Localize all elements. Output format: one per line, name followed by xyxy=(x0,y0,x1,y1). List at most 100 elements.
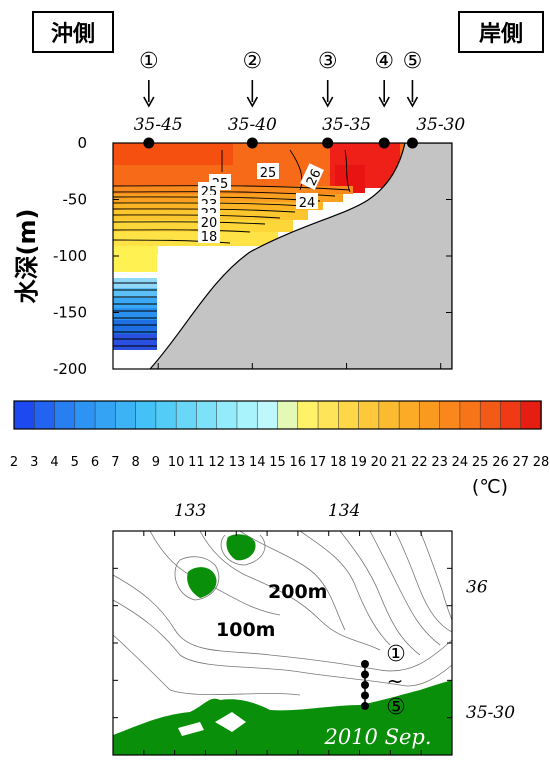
colorbar-tick-label: 14 xyxy=(249,455,266,470)
seafloor xyxy=(149,143,452,369)
colorbar-swatch xyxy=(459,400,481,430)
station-arrow-head xyxy=(322,96,334,108)
unit-label: (℃) xyxy=(472,476,508,498)
map-station-dot xyxy=(361,691,369,700)
contour-label-100m: 100m xyxy=(216,619,275,641)
map-station-end: ⑤ xyxy=(386,695,406,720)
map-ticks: 133 134 36 35-30 xyxy=(112,501,515,756)
isotherm-label-bg xyxy=(198,213,220,229)
isotherm-label: 24 xyxy=(299,196,316,211)
y-tick-label: -100 xyxy=(53,247,87,265)
colorbar-tick-label: 10 xyxy=(168,455,185,470)
colorbar: 2 3 4 5 6 7 8 9 10 11 12 13 14 15 16 17 18 19 20 21 22 23 24 25… xyxy=(10,400,549,470)
colorbar-swatch xyxy=(338,400,360,430)
colorbar-tick-label: 27 xyxy=(512,455,529,470)
map-station-tilde: ~ xyxy=(387,669,404,693)
y-tick-label: -50 xyxy=(63,191,88,209)
map-station-start: ① xyxy=(386,642,406,667)
colorbar-swatch xyxy=(378,400,400,430)
isotherm-label-group: 18 xyxy=(198,227,220,245)
colorbar-swatch xyxy=(135,400,157,430)
x-tick-label: 35-35 xyxy=(322,115,371,135)
temperature-field xyxy=(113,143,452,369)
colorbar-tick-label: 5 xyxy=(71,455,79,470)
offshore-label: 沖側 xyxy=(51,22,95,47)
y-tick-label: 0 xyxy=(77,134,87,152)
colorbar-swatch xyxy=(94,400,117,430)
colorbar-swatch xyxy=(74,400,96,430)
contour-label-200m: 200m xyxy=(268,581,327,603)
x-tick-label: 35-30 xyxy=(416,115,465,135)
section-plot: 35-45 35-40 35-35 35-30 0 -50 -100 -150 -200 25… xyxy=(13,115,465,378)
colorbar-tick-label: 22 xyxy=(411,455,428,470)
station-arrow-head xyxy=(378,96,390,108)
location-map: 133 134 36 35-30 200m 100m ① ~ ⑤ 2010 Sep. xyxy=(112,501,515,756)
island-dogo xyxy=(187,567,217,598)
station-number: ⑤ xyxy=(403,49,423,74)
colorbar-tick-label: 26 xyxy=(492,455,509,470)
station-number: ④ xyxy=(374,49,394,74)
colorbar-tick-label: 18 xyxy=(330,455,347,470)
colorbar-swatch xyxy=(500,400,522,430)
station-number: ③ xyxy=(318,49,338,74)
x-tick-label: 35-45 xyxy=(134,115,183,135)
colorbar-tick-label: 12 xyxy=(208,455,225,470)
colorbar-frame xyxy=(13,400,542,430)
map-lat-label: 35-30 xyxy=(466,703,515,723)
station-dot xyxy=(322,137,334,149)
colorbar-swatch xyxy=(439,400,461,430)
colorbar-tick-label: 7 xyxy=(111,455,119,470)
colorbar-swatch xyxy=(317,400,340,430)
isotherm-label-bg xyxy=(296,193,318,209)
colorbar-tick-label: 8 xyxy=(131,455,139,470)
colorbar-swatch xyxy=(196,400,218,430)
station-arrow-head xyxy=(143,96,155,108)
colorbar-tick-label: 15 xyxy=(269,455,286,470)
map-station-dot xyxy=(361,660,369,668)
map-station-line xyxy=(361,660,369,710)
station-dot xyxy=(143,137,155,149)
depth-axis-label: 水深(m) xyxy=(13,209,41,304)
colorbar-swatch xyxy=(236,400,258,430)
station-number: ① xyxy=(139,49,159,74)
onshore-label-box: 岸側 xyxy=(458,11,544,53)
colorbar-swatch xyxy=(54,400,76,430)
colorbar-swatch xyxy=(34,400,56,430)
colorbar-tick-label: 3 xyxy=(30,455,38,470)
colorbar-tick-label: 24 xyxy=(452,455,469,470)
lake-shape xyxy=(215,712,246,732)
lagoon-shape xyxy=(178,722,204,736)
isotherm-label-bg xyxy=(198,182,220,198)
isotherm-label-group: 26 xyxy=(300,163,325,190)
colorbar-tick-label: 4 xyxy=(50,455,58,470)
map-lon-label: 133 xyxy=(174,501,206,521)
colorbar-swatch xyxy=(297,400,319,430)
section-x-ticks: 35-45 35-40 35-35 35-30 xyxy=(134,115,465,369)
colorbar-swatch xyxy=(155,400,177,430)
colorbar-tick-label: 6 xyxy=(91,455,99,470)
colorbar-tick-label: 9 xyxy=(152,455,160,470)
isotherm-label-group: 24 xyxy=(296,193,318,211)
station-number: ② xyxy=(242,49,262,74)
colorbar-swatch xyxy=(277,400,299,430)
map-station-dot xyxy=(361,681,369,689)
map-lat-label: 36 xyxy=(466,577,488,597)
isotherm-labels: 252625252322242018 xyxy=(198,163,325,245)
y-tick-label: -150 xyxy=(53,304,87,322)
x-tick-label: 35-40 xyxy=(228,115,277,135)
colorbar-swatch xyxy=(479,400,502,430)
colorbar-tick-label: 20 xyxy=(371,455,388,470)
isotherm-label-bg xyxy=(198,227,220,243)
map-lon-label: 134 xyxy=(328,501,360,521)
station-dots xyxy=(143,137,418,149)
station-arrow-head xyxy=(406,96,419,108)
section-y-ticks: 0 -50 -100 -150 -200 xyxy=(53,134,452,378)
isotherm-label-group: 25 xyxy=(257,163,279,181)
isotherm-label: 26 xyxy=(304,167,325,188)
y-tick-label: -200 xyxy=(53,360,87,378)
colorbar-tick-label: 25 xyxy=(472,455,489,470)
station-dot xyxy=(406,137,418,149)
isotherm-label-bg xyxy=(300,163,324,190)
colorbar-swatch xyxy=(419,400,441,430)
offshore-label-box: 沖側 xyxy=(32,11,114,53)
